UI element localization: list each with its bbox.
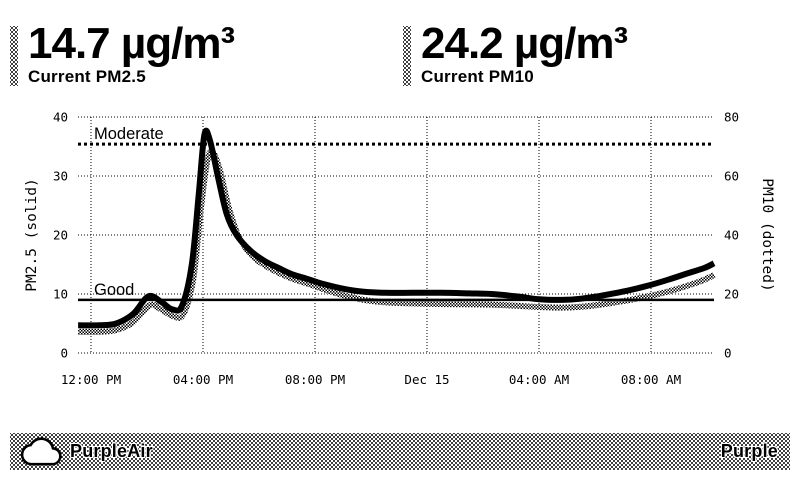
good-threshold-label: Good [94,281,134,299]
pm25-current-value: 14.7 µg/m³ [28,19,235,68]
footer-right-text: Purple [720,441,778,461]
pm25-current-metric: 14.7 µg/m³ Current PM2.5 [10,19,235,87]
brand-name: PurpleAir [70,441,153,461]
y-right-axis-title: PM10 (dotted) [759,178,775,292]
pm25-series-line [78,127,716,329]
pm25-accent-bar [10,26,18,86]
pm10-current-value: 24.2 µg/m³ [421,19,628,68]
y-right-tick-label: 20 [724,287,739,302]
y-right-tick-label: 0 [724,346,732,361]
y-left-tick-label: 40 [53,110,68,125]
x-tick-label: 08:00 PM [285,372,345,387]
x-tick-label: 08:00 AM [621,372,681,387]
y-right-tick-label: 40 [724,228,739,243]
cloud-icon [20,436,62,467]
x-tick-label: 04:00 PM [173,372,233,387]
x-tick-label: 04:00 AM [509,372,569,387]
footer-bar: PurpleAir Purple [10,433,790,470]
pm10-current-label: Current PM10 [421,67,534,87]
y-left-tick-label: 20 [53,228,68,243]
y-right-tick-label: 80 [724,110,739,125]
chart-series: Moderate Good [78,125,716,335]
y-left-tick-label: 30 [53,169,68,184]
pm10-series-line [78,148,716,335]
x-tick-label: 12:00 PM [61,372,121,387]
moderate-threshold-label: Moderate [94,125,164,143]
pm10-accent-bar [403,26,411,86]
pm25-current-label: Current PM2.5 [28,67,146,87]
chart-axis-labels: 0 10 20 30 40 0 20 40 60 80 12:00 PM 04:00 PM 08:00 … [24,110,775,388]
pm10-current-metric: 24.2 µg/m³ Current PM10 [403,19,628,87]
y-right-tick-label: 60 [724,169,739,184]
y-left-axis-title: PM2.5 (solid) [24,178,40,292]
x-tick-label: Dec 15 [404,372,449,387]
y-left-tick-label: 10 [53,287,68,302]
y-left-tick-label: 0 [60,346,68,361]
